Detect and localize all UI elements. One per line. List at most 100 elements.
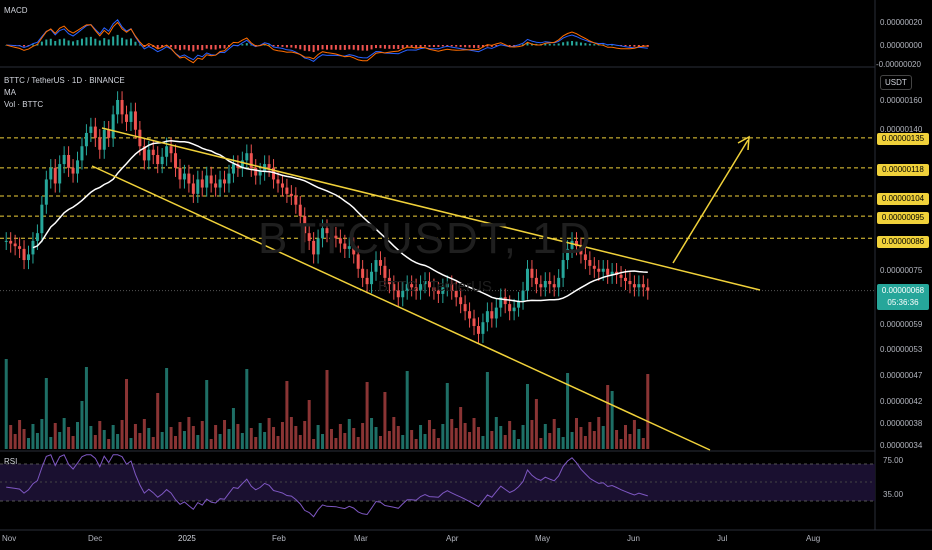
candle <box>494 307 498 319</box>
candle <box>89 126 93 133</box>
volume-bar <box>508 421 512 449</box>
candle <box>365 277 369 285</box>
macd-histogram-bar <box>170 45 173 48</box>
candle <box>209 175 213 184</box>
volume-bar <box>312 439 316 449</box>
macd-histogram-bar <box>334 45 337 50</box>
candle <box>361 268 365 278</box>
candle <box>165 146 169 157</box>
candle <box>401 290 405 298</box>
candle <box>142 146 146 161</box>
volume-bar <box>334 438 338 449</box>
candle <box>574 240 578 247</box>
candle <box>316 238 320 255</box>
macd-histogram-bar <box>383 45 386 49</box>
candle <box>436 290 440 294</box>
candle <box>13 243 17 247</box>
volume-bar <box>338 424 342 449</box>
macd-histogram-bar <box>250 44 253 46</box>
volume-bar <box>120 420 124 449</box>
candle <box>588 260 592 266</box>
candle <box>44 179 48 205</box>
volume-bar <box>566 373 570 449</box>
candle <box>432 287 436 291</box>
volume-bar <box>574 418 578 449</box>
volume-bar <box>490 431 494 449</box>
volume-bar <box>419 425 423 449</box>
volume-bar <box>548 433 552 449</box>
price-tick: 0.00000059 <box>880 320 923 329</box>
candle <box>508 304 512 312</box>
candle <box>566 248 570 261</box>
unit-button[interactable]: USDT <box>880 75 912 90</box>
macd-histogram-bar <box>312 45 315 53</box>
macd-histogram-bar <box>192 45 195 52</box>
candle <box>606 268 610 275</box>
ma-line <box>32 140 648 303</box>
macd-histogram-bar <box>464 45 467 48</box>
candle <box>561 260 565 278</box>
macd-histogram-bar <box>129 38 132 46</box>
volume-bar <box>254 437 258 449</box>
candle <box>423 280 427 285</box>
volume-bar <box>289 417 293 449</box>
candle <box>196 179 200 194</box>
volume-bar <box>641 438 645 449</box>
volume-bar <box>31 424 35 449</box>
volume-bar <box>392 417 396 449</box>
indicator-ma[interactable]: MA <box>4 88 16 97</box>
macd-histogram-bar <box>40 41 43 46</box>
macd-histogram-bar <box>522 44 525 46</box>
volume-bar <box>521 425 525 449</box>
symbol-line[interactable]: BTTC / TetherUS · 1D · BINANCE <box>4 76 125 85</box>
price-tick: 0.00000034 <box>880 441 923 450</box>
volume-bar <box>249 428 253 449</box>
macd-histogram-bar <box>80 38 83 46</box>
volume-bar <box>138 433 142 449</box>
volume-bar <box>169 427 173 449</box>
macd-histogram-bar <box>593 44 596 46</box>
macd-tick: -0.00000020 <box>876 60 921 69</box>
macd-histogram-bar <box>477 45 480 49</box>
macd-histogram-bar <box>138 44 141 46</box>
candle <box>548 280 552 285</box>
candle <box>450 284 454 291</box>
volume-bar <box>615 430 619 449</box>
volume-bar <box>285 381 289 449</box>
candle <box>374 260 378 272</box>
volume-bar <box>378 436 382 449</box>
candle <box>187 173 191 184</box>
candle <box>312 240 316 255</box>
volume-bar <box>552 419 556 449</box>
candle <box>58 164 62 184</box>
candle <box>427 280 431 288</box>
volume-bar <box>405 371 409 449</box>
macd-histogram-bar <box>125 39 128 46</box>
volume-bar <box>321 434 325 449</box>
macd-histogram-bar <box>584 43 587 46</box>
volume-bar <box>530 420 534 449</box>
rsi-panel <box>0 454 875 518</box>
level-label: 0.00000104 <box>877 193 929 205</box>
volume-bar <box>231 408 235 449</box>
volume-bar <box>476 427 480 449</box>
volume-bar <box>236 424 240 449</box>
macd-histogram-bar <box>183 45 186 50</box>
candle <box>534 277 538 285</box>
volume-bar <box>472 418 476 449</box>
volume-bar <box>401 435 405 449</box>
macd-histogram-bar <box>326 45 328 50</box>
volume-bar <box>174 436 178 449</box>
candle <box>481 322 485 334</box>
macd-histogram-bar <box>89 36 92 46</box>
volume-bar <box>107 439 111 449</box>
volume-bar <box>147 428 151 449</box>
volume-bar <box>468 432 472 449</box>
volume-bar <box>93 435 97 449</box>
candle <box>67 154 71 168</box>
time-label: 2025 <box>178 534 196 543</box>
macd-histogram-bar <box>214 45 217 50</box>
indicator-vol[interactable]: Vol · BTTC <box>4 100 44 109</box>
volume-bar <box>534 399 538 449</box>
